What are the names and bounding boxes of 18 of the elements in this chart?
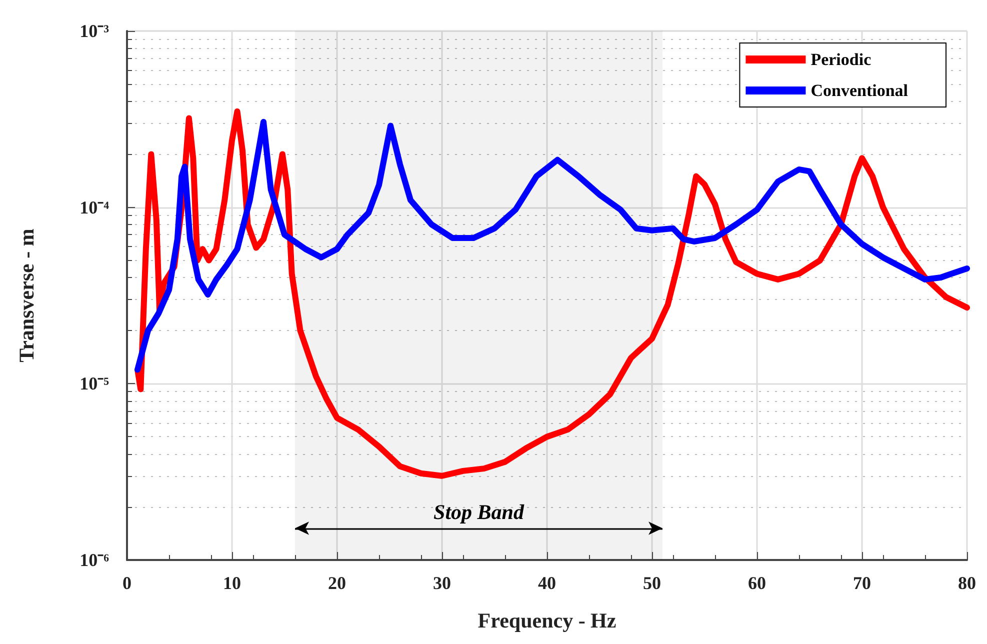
x-tick-label: 70 <box>853 573 871 593</box>
x-tick-label: 20 <box>328 573 346 593</box>
x-axis-title: Frequency - Hz <box>478 608 616 632</box>
x-tick-label: 60 <box>748 573 766 593</box>
y-tick-label: 10⁻⁵ <box>80 374 110 394</box>
y-axis-title: Transverse - m <box>14 228 38 362</box>
x-tick-label: 0 <box>122 573 132 593</box>
band-label: Stop Band <box>434 500 524 524</box>
x-tick-label: 30 <box>433 573 451 593</box>
y-tick-label: 10⁻³ <box>80 21 110 41</box>
y-tick-label: 10⁻⁶ <box>80 550 110 570</box>
x-tick-label: 80 <box>958 573 976 593</box>
x-tick-label: 50 <box>643 573 661 593</box>
legend-label: Conventional <box>810 81 908 100</box>
y-tick-label: 10⁻⁴ <box>80 197 110 218</box>
x-tick-label: 40 <box>538 573 556 593</box>
legend-label: Periodic <box>810 50 872 69</box>
x-tick-label: 10 <box>223 573 241 593</box>
